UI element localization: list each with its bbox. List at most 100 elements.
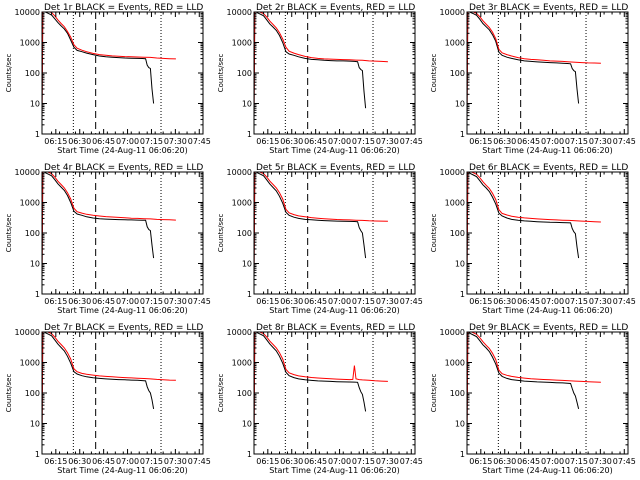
y-tick-label: 100 xyxy=(237,69,252,78)
x-tick-label: 07:15 xyxy=(140,137,163,146)
chart-panel: Det 5r BLACK = Events, RED = LLD 1 10 100 10… xyxy=(217,163,423,315)
chart-title: Det 3r BLACK = Events, RED = LLD xyxy=(469,3,628,13)
y-tick-label: 1 xyxy=(35,290,40,299)
y-tick-label: 1 xyxy=(460,450,465,459)
x-tick-label: 06:15 xyxy=(469,297,492,306)
events-series-line xyxy=(254,12,367,120)
lld-series-line xyxy=(254,12,388,120)
events-series-line xyxy=(42,172,155,280)
y-tick-label: 100 xyxy=(450,389,465,398)
y-axis-label: Counts/sec xyxy=(5,54,13,93)
x-axis-label: Start Time (24-Aug-11 06:06:20) xyxy=(57,146,188,155)
y-tick-label: 1 xyxy=(35,450,40,459)
y-axis-label: Counts/sec xyxy=(430,54,438,93)
chart-title: Det 8r BLACK = Events, RED = LLD xyxy=(256,323,415,333)
x-tick-label: 07:30 xyxy=(376,297,399,306)
x-tick-label: 06:30 xyxy=(68,297,91,306)
y-tick-label: 10000 xyxy=(15,168,40,177)
lld-series-line xyxy=(254,332,388,440)
y-tick-label: 10 xyxy=(242,100,252,109)
y-axis-label: Counts/sec xyxy=(5,374,13,413)
y-tick-label: 1000 xyxy=(20,199,40,208)
x-tick-label: 07:00 xyxy=(328,457,351,466)
x-tick-label: 06:45 xyxy=(517,137,540,146)
plot-area xyxy=(42,12,176,134)
x-tick-label: 06:45 xyxy=(304,457,327,466)
x-tick-label: 07:00 xyxy=(116,297,139,306)
y-tick-label: 1000 xyxy=(445,39,465,48)
y-tick-label: 10 xyxy=(455,100,465,109)
x-tick-label: 06:15 xyxy=(256,457,279,466)
plot-area xyxy=(254,332,388,454)
x-tick-label: 07:00 xyxy=(541,457,564,466)
y-tick-label: 100 xyxy=(450,229,465,238)
chart-title: Det 1r BLACK = Events, RED = LLD xyxy=(44,3,203,13)
y-tick-label: 1000 xyxy=(232,199,252,208)
lld-series-line xyxy=(467,12,601,120)
x-tick-label: 07:45 xyxy=(188,457,211,466)
y-tick-label: 1000 xyxy=(445,359,465,368)
x-axis-label: Start Time (24-Aug-11 06:06:20) xyxy=(57,306,188,315)
plot-area xyxy=(254,12,388,134)
x-tick-label: 06:15 xyxy=(469,137,492,146)
x-tick-label: 06:45 xyxy=(92,137,115,146)
events-series-line xyxy=(467,172,580,280)
x-tick-label: 06:45 xyxy=(304,137,327,146)
y-tick-label: 1000 xyxy=(232,39,252,48)
x-axis-label: Start Time (24-Aug-11 06:06:20) xyxy=(269,306,400,315)
y-tick-label: 10000 xyxy=(227,168,252,177)
x-tick-label: 07:15 xyxy=(352,457,375,466)
chart-title: Det 9r BLACK = Events, RED = LLD xyxy=(469,323,628,333)
x-tick-label: 07:30 xyxy=(164,137,187,146)
x-tick-label: 06:45 xyxy=(517,457,540,466)
y-tick-label: 1 xyxy=(35,130,40,139)
x-tick-label: 07:45 xyxy=(400,297,423,306)
x-tick-label: 07:15 xyxy=(565,457,588,466)
y-axis-label: Counts/sec xyxy=(217,54,225,93)
chart-panel: Det 8r BLACK = Events, RED = LLD 1 10 100 10… xyxy=(217,323,423,475)
x-tick-label: 07:00 xyxy=(541,297,564,306)
x-tick-label: 07:45 xyxy=(613,137,636,146)
x-axis-label: Start Time (24-Aug-11 06:06:20) xyxy=(57,466,188,475)
y-axis-label: Counts/sec xyxy=(430,374,438,413)
x-tick-label: 06:45 xyxy=(304,297,327,306)
x-axis-label: Start Time (24-Aug-11 06:06:20) xyxy=(482,306,613,315)
x-tick-label: 07:15 xyxy=(140,457,163,466)
x-tick-label: 06:30 xyxy=(280,137,303,146)
x-tick-label: 06:30 xyxy=(280,297,303,306)
y-tick-label: 10000 xyxy=(440,8,465,17)
x-tick-label: 07:30 xyxy=(376,137,399,146)
plot-area xyxy=(42,172,176,294)
x-tick-label: 07:30 xyxy=(589,137,612,146)
x-tick-label: 07:30 xyxy=(589,457,612,466)
x-tick-label: 07:15 xyxy=(565,297,588,306)
plot-area xyxy=(254,172,388,294)
events-series-line xyxy=(467,332,580,440)
x-axis-label: Start Time (24-Aug-11 06:06:20) xyxy=(482,146,613,155)
y-tick-label: 10000 xyxy=(15,8,40,17)
x-tick-label: 07:15 xyxy=(352,297,375,306)
plot-area xyxy=(467,172,601,294)
events-series-line xyxy=(467,12,580,120)
x-tick-label: 07:15 xyxy=(565,137,588,146)
y-axis-label: Counts/sec xyxy=(217,214,225,253)
x-tick-label: 06:30 xyxy=(68,457,91,466)
y-axis-label: Counts/sec xyxy=(5,214,13,253)
x-tick-label: 07:45 xyxy=(400,137,423,146)
x-tick-label: 07:30 xyxy=(164,297,187,306)
y-tick-label: 100 xyxy=(450,69,465,78)
x-tick-label: 07:00 xyxy=(541,137,564,146)
x-tick-label: 07:45 xyxy=(188,297,211,306)
x-tick-label: 06:15 xyxy=(44,297,67,306)
y-axis-label: Counts/sec xyxy=(430,214,438,253)
y-tick-label: 10 xyxy=(242,420,252,429)
y-tick-label: 10 xyxy=(30,100,40,109)
chart-panel: Det 1r BLACK = Events, RED = LLD 1 10 100 10… xyxy=(5,3,211,155)
y-tick-label: 1 xyxy=(460,290,465,299)
x-tick-label: 07:15 xyxy=(140,297,163,306)
y-tick-label: 1000 xyxy=(445,199,465,208)
chart-title: Det 7r BLACK = Events, RED = LLD xyxy=(44,323,203,333)
y-tick-label: 100 xyxy=(25,69,40,78)
x-tick-label: 07:45 xyxy=(188,137,211,146)
